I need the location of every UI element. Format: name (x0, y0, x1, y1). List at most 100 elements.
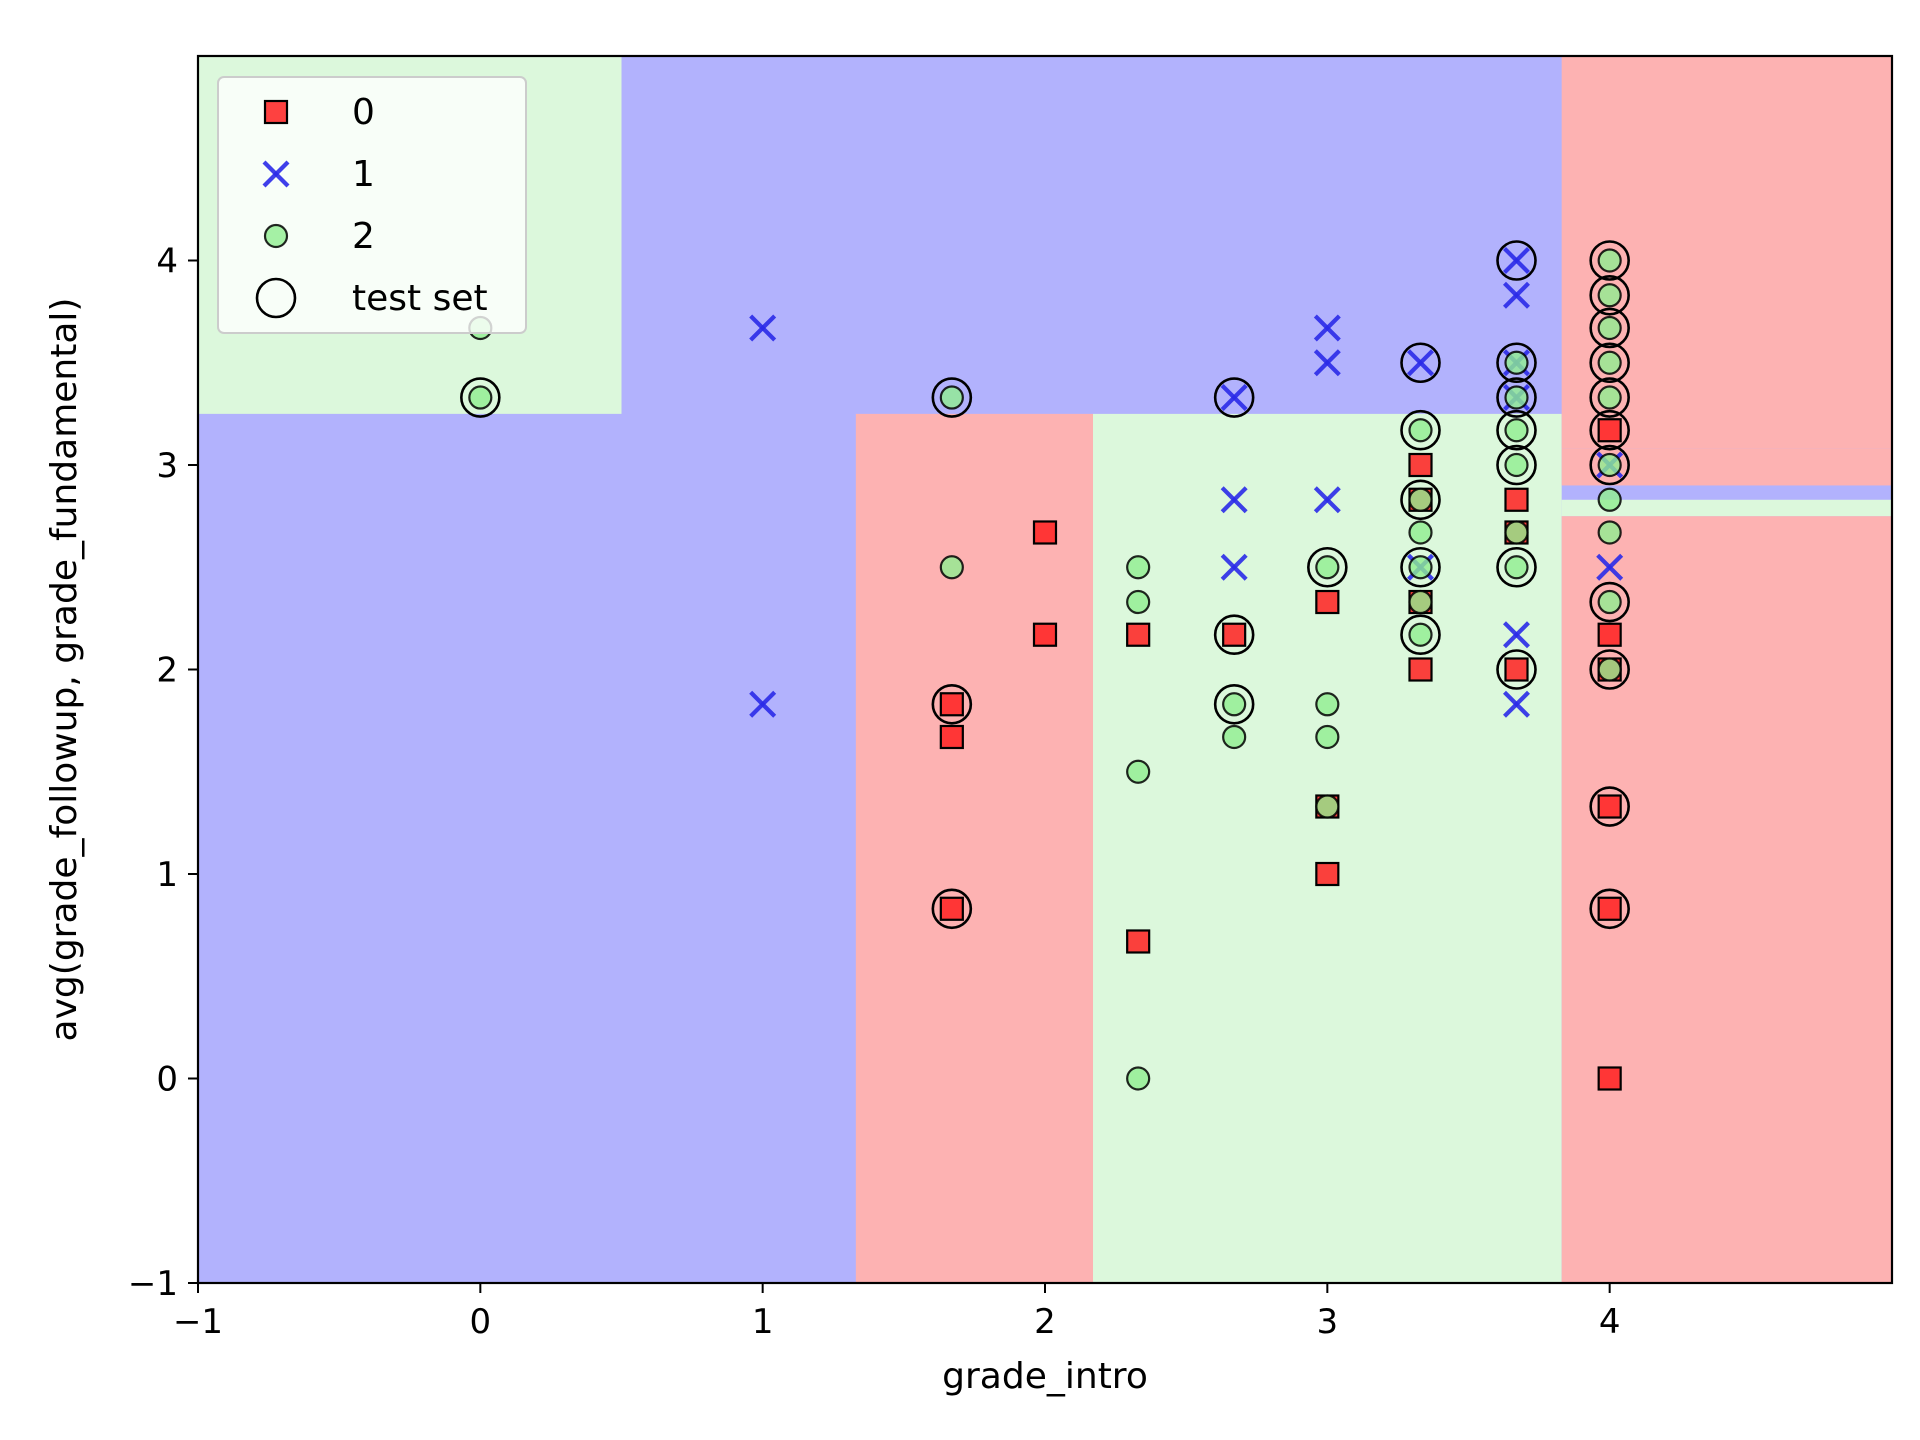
test-set-marker (1496, 240, 1537, 281)
axis-ticks: −1 0 1 2 3 4 −1 0 1 2 3 4 (128, 242, 1621, 1343)
point-class-1 (749, 690, 777, 718)
x-stroke (1407, 349, 1434, 377)
point-class-0 (939, 692, 964, 717)
point-class-1 (749, 314, 777, 342)
y-tick-label: 3 (156, 446, 178, 486)
point-class-2 (1504, 350, 1529, 375)
point-class-2 (1504, 452, 1529, 478)
point-class-2 (1315, 794, 1340, 819)
test-set-marker (1213, 683, 1255, 725)
point-class-1 (1503, 621, 1530, 649)
point-class-2 (939, 555, 964, 580)
test-set-marker (1496, 377, 1537, 418)
y-tick-label: 0 (156, 1060, 178, 1100)
point-class-2 (1597, 589, 1622, 615)
x-tick-label: −1 (173, 1302, 223, 1342)
legend-label: 2 (352, 216, 375, 257)
point-class-2 (939, 385, 964, 410)
point-class-2 (1597, 520, 1622, 545)
point-class-0 (1597, 1066, 1622, 1091)
point-class-2 (1504, 418, 1529, 443)
test-set-marker (1589, 240, 1630, 281)
point-class-2 (1408, 622, 1433, 647)
point-class-1 (1313, 486, 1341, 514)
point-class-2 (1126, 555, 1151, 580)
region-class-2 (1092, 413, 1562, 1283)
point-class-2 (1408, 487, 1433, 512)
point-class-2 (1597, 283, 1622, 308)
test-set-marker (1589, 649, 1630, 690)
point-class-0 (1315, 861, 1340, 887)
point-class-2 (1597, 385, 1622, 410)
point-class-2 (1504, 520, 1529, 545)
x-tick-label: 2 (1034, 1302, 1056, 1342)
x-tick-label: 1 (752, 1302, 774, 1342)
x-stroke (1313, 349, 1341, 377)
x-stroke (1220, 486, 1248, 514)
legend-marker (263, 223, 289, 249)
point-class-2 (1504, 385, 1529, 410)
legend-entry: 2 (263, 216, 375, 257)
point-class-2 (1408, 555, 1433, 580)
test-set-marker (1589, 581, 1630, 623)
test-set-marker (1400, 342, 1441, 384)
point-class-0 (939, 896, 964, 921)
point-class-0 (1032, 622, 1058, 647)
point-class-2 (1597, 350, 1622, 375)
point-class-2 (1597, 452, 1622, 478)
point-class-2 (1315, 692, 1340, 717)
test-set-marker (460, 377, 501, 418)
legend-label: 0 (352, 92, 375, 133)
legend-entry: 0 (263, 92, 375, 133)
test-set-marker (1496, 546, 1537, 588)
test-set-marker (1496, 342, 1537, 384)
point-class-0 (1315, 589, 1340, 615)
point-class-2 (1315, 724, 1340, 750)
legend-entry: test set (255, 277, 488, 319)
test-set-marker (1589, 888, 1630, 930)
point-class-2 (1597, 248, 1622, 273)
point-class-2 (1126, 589, 1151, 615)
legend-marker (262, 160, 290, 188)
point-class-0 (1504, 657, 1529, 682)
test-set-marker (1400, 479, 1441, 521)
test-set-marker (931, 888, 973, 930)
legend-marker (263, 99, 289, 125)
x-stroke (1313, 486, 1341, 514)
region-class-0 (855, 413, 1093, 1283)
test-set-marker (931, 377, 973, 418)
y-tick-label: 4 (156, 242, 178, 282)
test-set-marker (931, 683, 973, 725)
legend-label: 1 (352, 154, 375, 195)
y-axis-label: avg(grade_followup, grade_fundamental) (44, 298, 85, 1042)
point-class-2 (1504, 555, 1529, 580)
x-axis-label: grade_intro (942, 1356, 1148, 1397)
x-stroke (749, 690, 777, 718)
point-class-2 (468, 385, 493, 410)
legend-box (217, 76, 527, 334)
x-tick-label: 3 (1317, 1302, 1339, 1342)
test-set-marker (1496, 649, 1537, 690)
test-set-marker (1307, 546, 1348, 588)
test-set-marker (1496, 409, 1537, 451)
point-class-2 (1222, 724, 1247, 750)
y-tick-label: −1 (128, 1264, 178, 1304)
point-class-0 (1597, 896, 1622, 921)
legend-entry: 1 (262, 154, 375, 195)
test-set-marker (1400, 614, 1441, 656)
point-class-1 (1313, 314, 1341, 342)
point-class-0 (1222, 622, 1247, 647)
data-points (468, 247, 1624, 1091)
point-class-2 (1315, 555, 1340, 580)
test-set-marker (1589, 274, 1630, 316)
point-class-1 (1503, 247, 1530, 274)
point-class-1 (1596, 553, 1624, 581)
point-class-1 (1503, 690, 1530, 718)
point-class-0 (1408, 657, 1433, 682)
x-stroke (1220, 553, 1248, 581)
test-set-marker (1496, 444, 1537, 486)
test-set-marker (1589, 377, 1630, 418)
point-class-1 (1407, 349, 1434, 377)
test-set-marker (1589, 444, 1630, 486)
